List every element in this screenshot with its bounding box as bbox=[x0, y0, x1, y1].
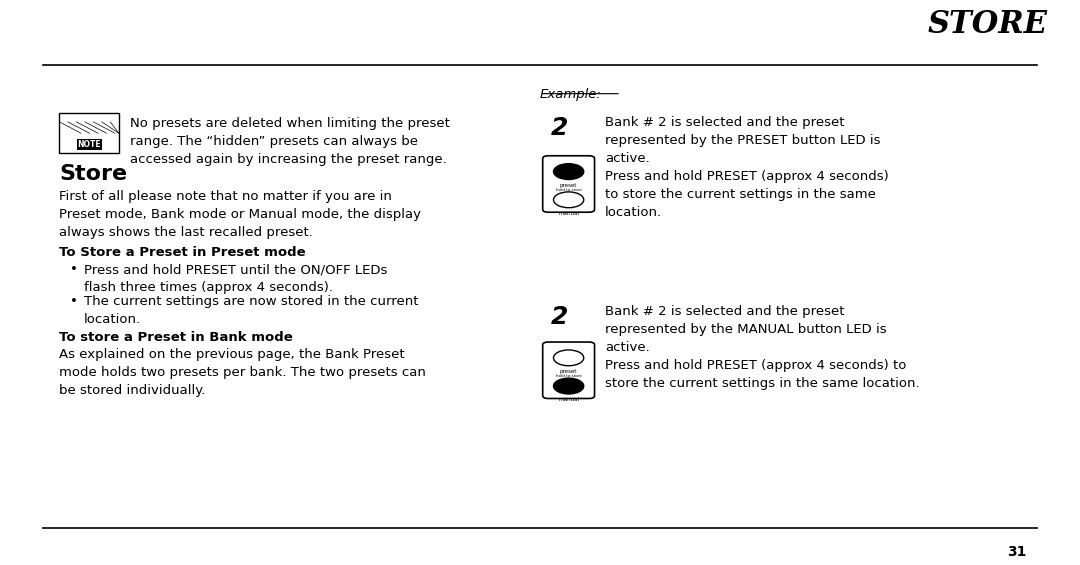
Text: •: • bbox=[70, 263, 78, 276]
Text: Bank # 2 is selected and the preset
represented by the PRESET button LED is
acti: Bank # 2 is selected and the preset repr… bbox=[605, 116, 889, 219]
Text: •: • bbox=[70, 295, 78, 308]
Text: 31: 31 bbox=[1007, 545, 1026, 559]
Text: 2: 2 bbox=[551, 116, 568, 140]
Text: To Store a Preset in Preset mode: To Store a Preset in Preset mode bbox=[59, 246, 306, 259]
Text: No presets are deleted when limiting the preset
range. The “hidden” presets can : No presets are deleted when limiting the… bbox=[130, 118, 449, 166]
Text: preset: preset bbox=[559, 183, 578, 188]
Circle shape bbox=[554, 350, 583, 366]
Text: preset: preset bbox=[559, 369, 578, 374]
Text: manual: manual bbox=[558, 211, 579, 215]
Text: Press and hold PRESET until the ON/OFF LEDs
flash three times (approx 4 seconds): Press and hold PRESET until the ON/OFF L… bbox=[84, 263, 388, 294]
FancyBboxPatch shape bbox=[542, 342, 594, 398]
Text: hold to store: hold to store bbox=[556, 374, 581, 378]
FancyBboxPatch shape bbox=[59, 114, 119, 153]
Circle shape bbox=[554, 378, 583, 394]
FancyBboxPatch shape bbox=[542, 156, 594, 212]
Text: STORE: STORE bbox=[928, 9, 1048, 40]
Circle shape bbox=[554, 164, 583, 180]
Circle shape bbox=[554, 192, 583, 208]
Text: As explained on the previous page, the Bank Preset
mode holds two presets per ba: As explained on the previous page, the B… bbox=[59, 347, 427, 397]
Text: 2: 2 bbox=[551, 305, 568, 329]
Text: First of all please note that no matter if you are in
Preset mode, Bank mode or : First of all please note that no matter … bbox=[59, 190, 421, 238]
Text: Bank # 2 is selected and the preset
represented by the MANUAL button LED is
acti: Bank # 2 is selected and the preset repr… bbox=[605, 305, 919, 390]
Text: To store a Preset in Bank mode: To store a Preset in Bank mode bbox=[59, 331, 293, 344]
Text: manual: manual bbox=[558, 397, 579, 402]
Text: Example:: Example: bbox=[540, 88, 602, 101]
Text: Store: Store bbox=[59, 164, 127, 184]
Text: The current settings are now stored in the current
location.: The current settings are now stored in t… bbox=[84, 295, 419, 326]
Text: NOTE: NOTE bbox=[78, 140, 100, 149]
Text: hold to store: hold to store bbox=[556, 188, 581, 192]
